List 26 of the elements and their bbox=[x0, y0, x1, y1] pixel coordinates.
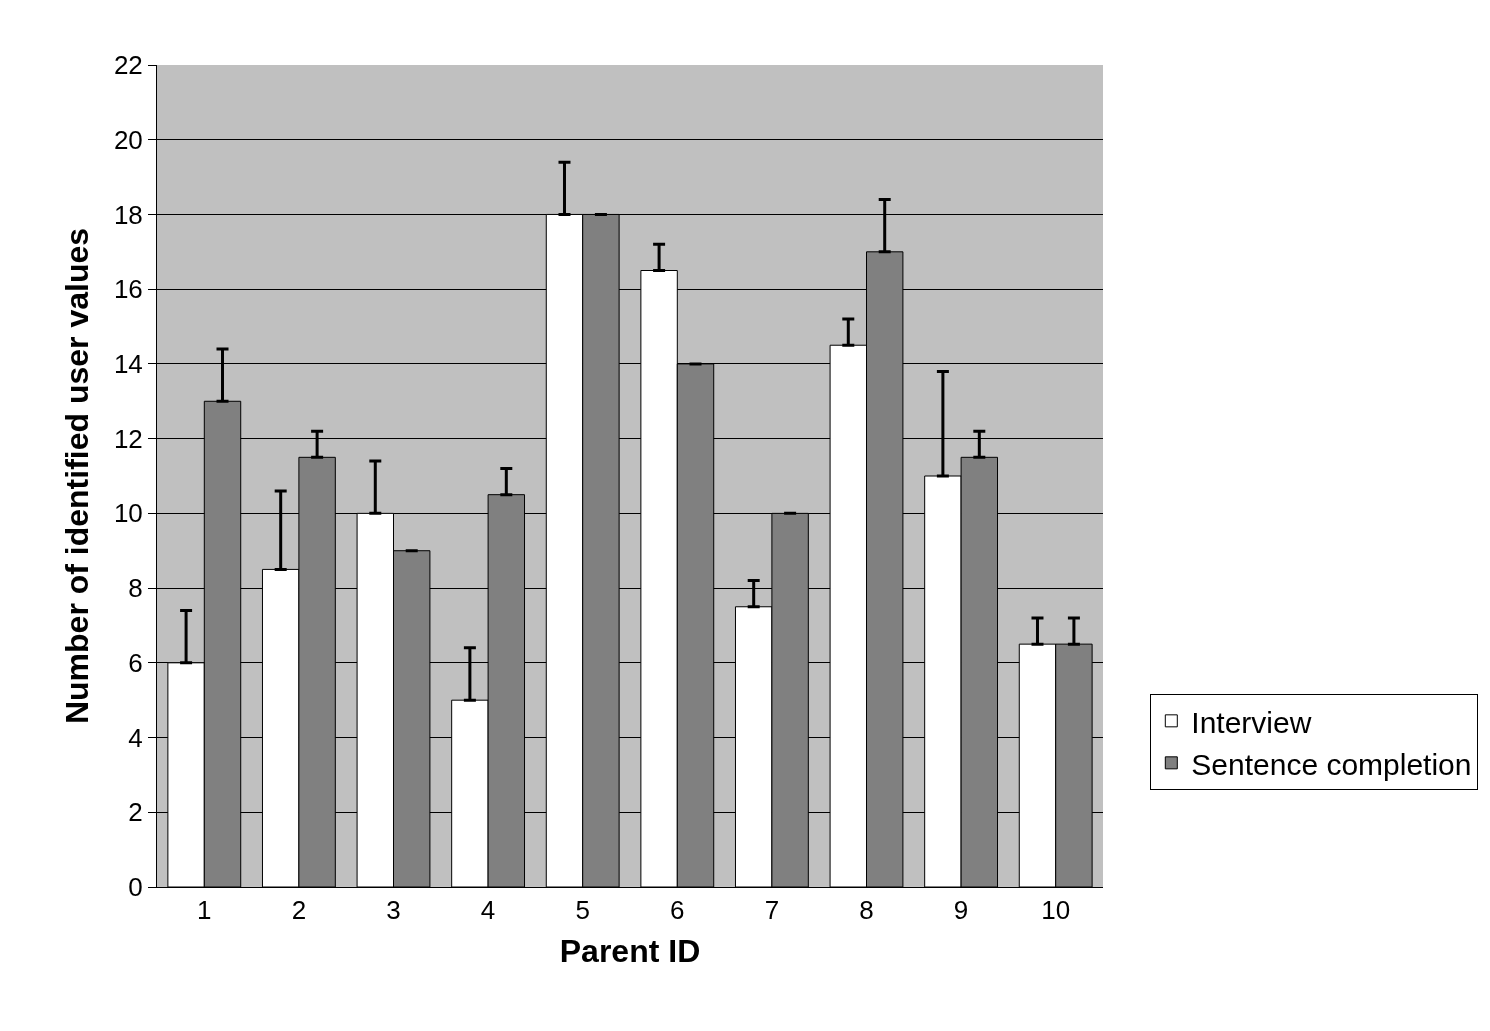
y-tick-label: 2 bbox=[128, 797, 143, 828]
y-tick-label: 4 bbox=[128, 722, 143, 753]
y-tick-label: 18 bbox=[113, 199, 143, 230]
y-tick-label: 6 bbox=[128, 647, 143, 678]
x-tick-label: 6 bbox=[670, 895, 685, 926]
x-tick-label: 7 bbox=[764, 895, 780, 926]
x-tick-label: 5 bbox=[575, 895, 590, 926]
x-tick-label: 2 bbox=[291, 895, 307, 926]
y-tick-label: 10 bbox=[113, 498, 143, 529]
x-tick-label: 4 bbox=[480, 895, 496, 926]
y-tick-label: 20 bbox=[113, 124, 143, 155]
y-tick-label: 22 bbox=[113, 50, 143, 81]
x-axis-title: Parent ID bbox=[559, 933, 701, 970]
y-tick-label: 16 bbox=[113, 274, 143, 305]
legend-label: Sentence completion bbox=[1191, 747, 1472, 781]
legend-label: Interview bbox=[1191, 705, 1312, 739]
x-tick-label: 9 bbox=[953, 895, 969, 926]
y-tick-label: 12 bbox=[113, 423, 143, 454]
y-tick-label: 8 bbox=[128, 573, 143, 604]
y-tick-label: 0 bbox=[128, 872, 143, 903]
y-tick-label: 14 bbox=[113, 349, 143, 380]
y-axis-title: Number of identified user values bbox=[59, 227, 96, 725]
x-tick-label: 3 bbox=[386, 895, 401, 926]
x-tick-label: 8 bbox=[859, 895, 874, 926]
x-tick-label: 1 bbox=[197, 895, 212, 926]
x-tick-label: 10 bbox=[1041, 895, 1071, 926]
